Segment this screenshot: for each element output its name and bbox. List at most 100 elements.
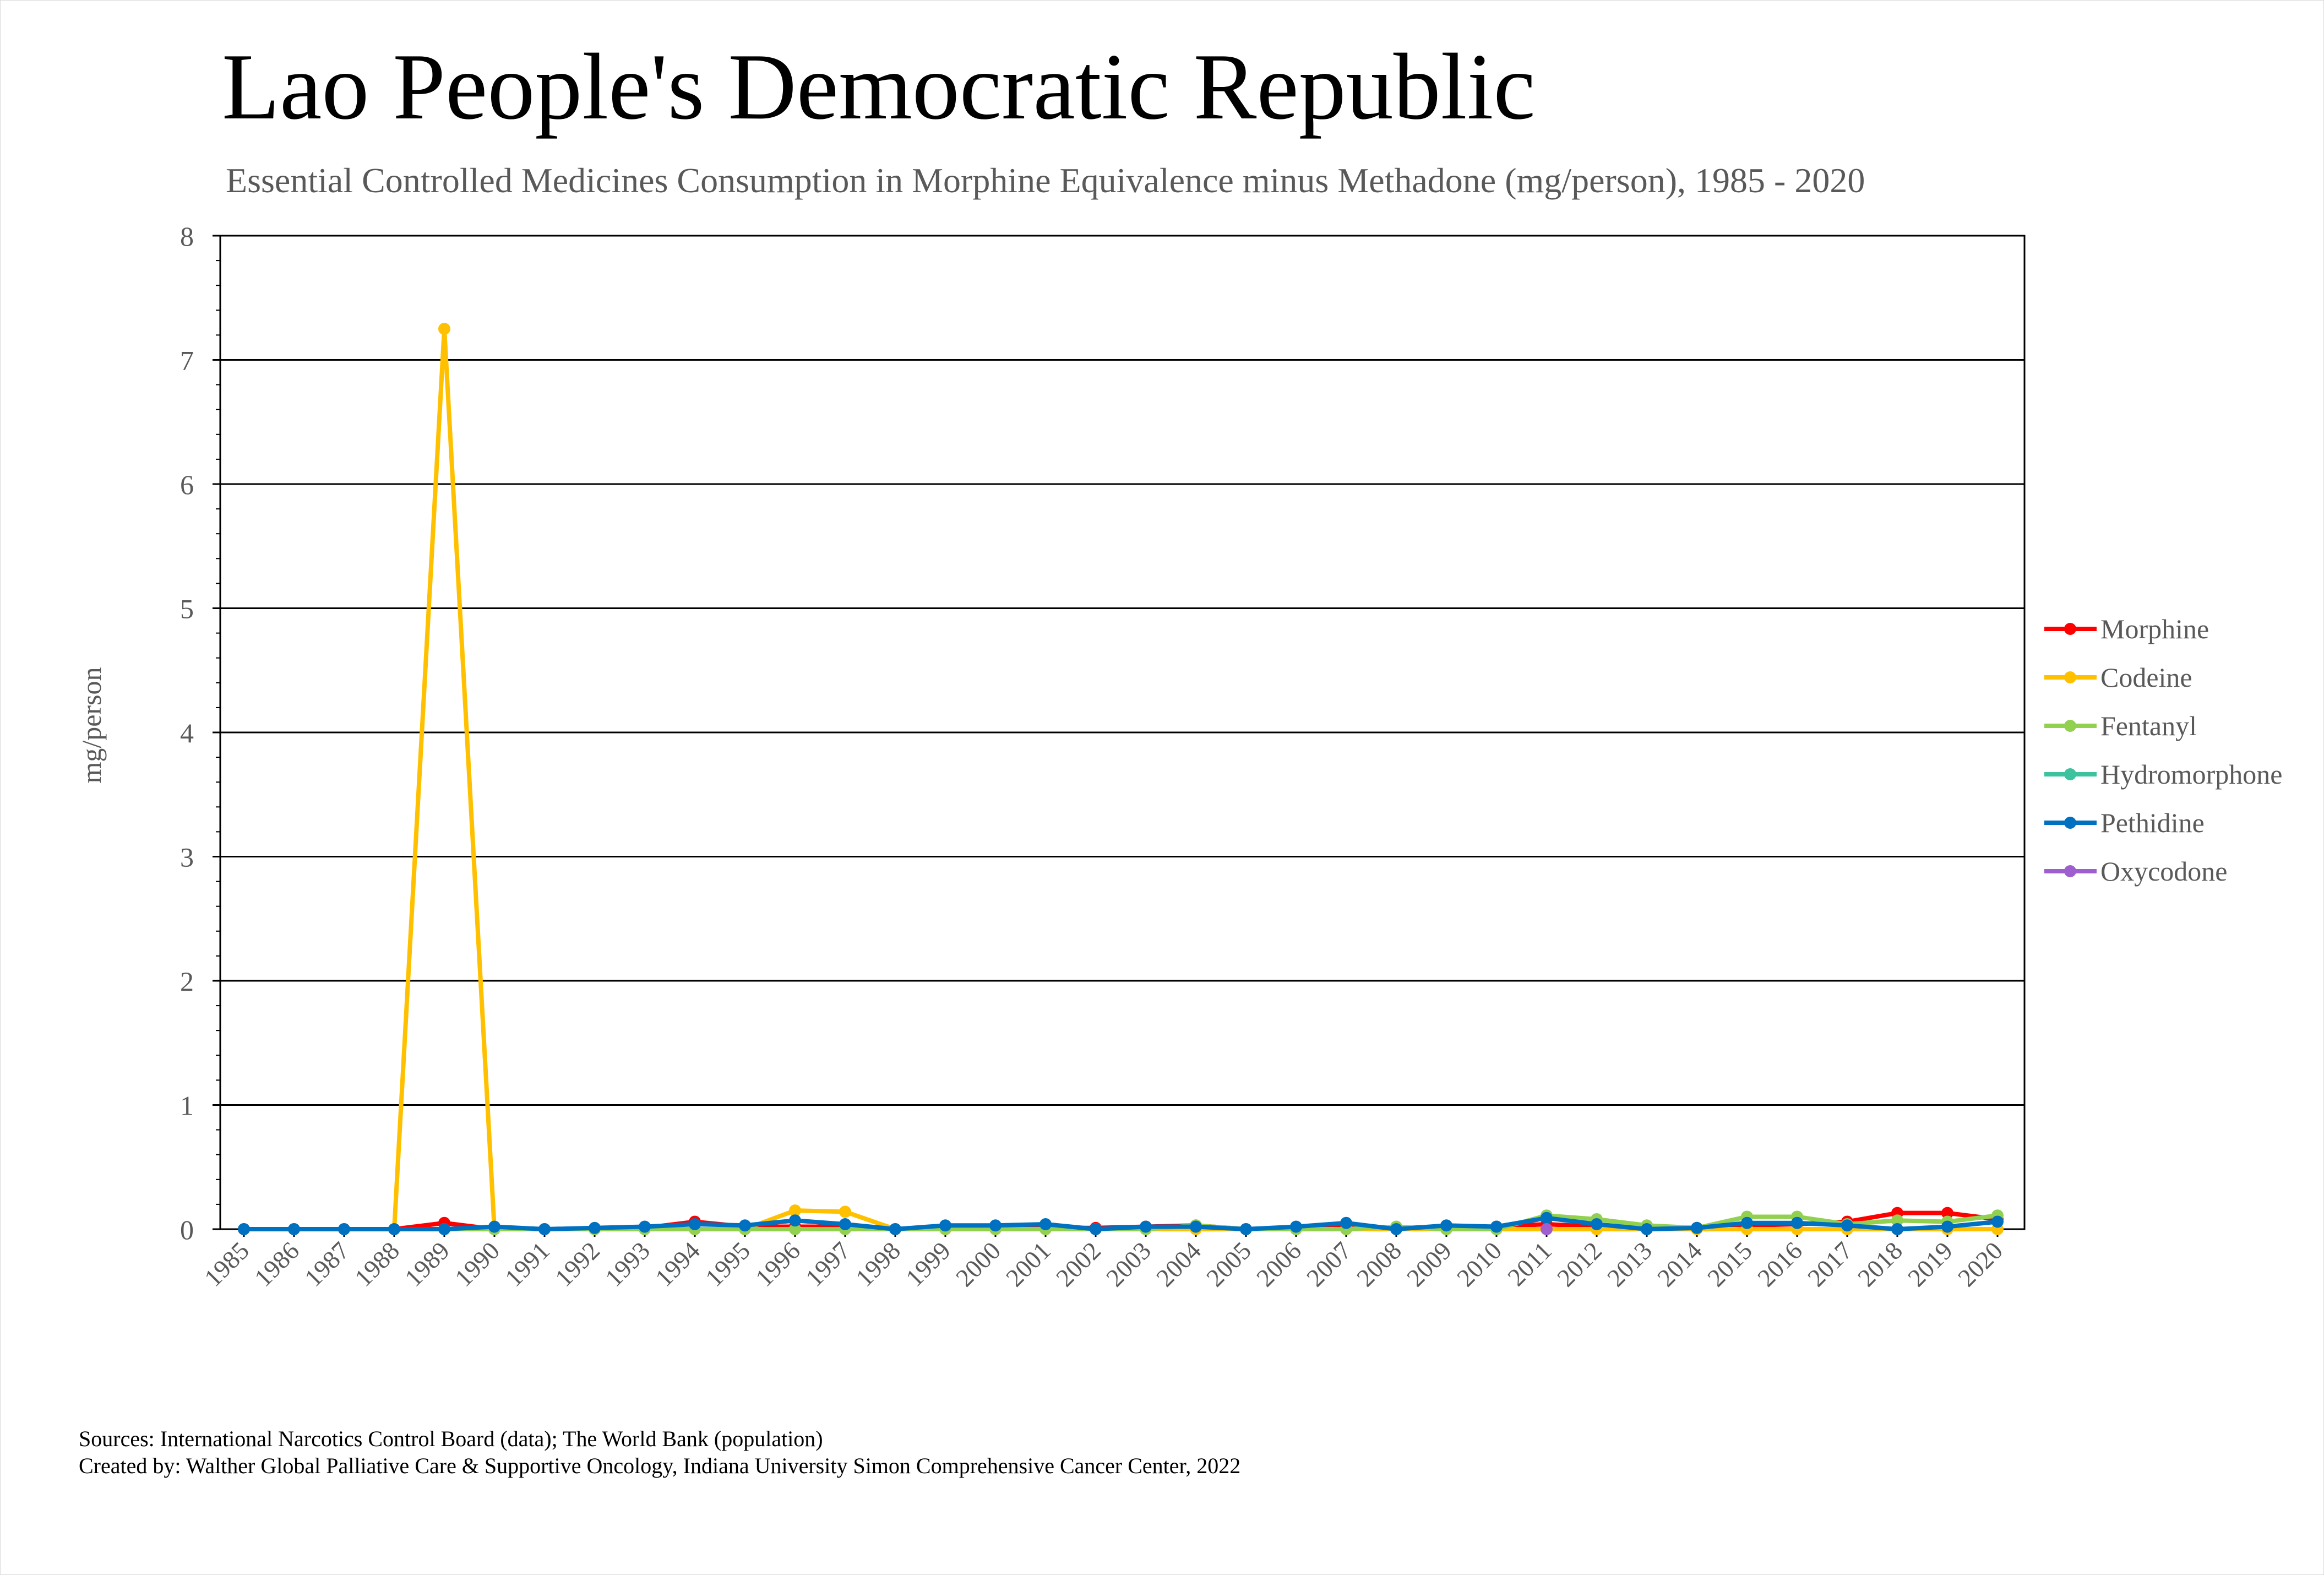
legend-marker [2064,865,2076,877]
legend-label: Pethidine [2100,807,2205,838]
data-point [1791,1216,1803,1229]
x-tick-label: 2002 [1051,1236,1106,1292]
x-tick-label: 2012 [1552,1236,1607,1292]
legend-marker [2064,768,2076,780]
data-point [1841,1219,1853,1232]
data-point [1941,1220,1953,1233]
x-tick-label: 1999 [900,1236,956,1292]
x-tick-label: 2009 [1401,1236,1457,1292]
x-tick-label: 2016 [1752,1236,1808,1292]
data-point [1090,1223,1102,1235]
x-tick-label: 1986 [249,1236,304,1292]
data-point [589,1221,601,1234]
legend: Morphine Codeine Fentanyl Hydromorphone Peth… [2044,613,2283,887]
x-tick-label: 2001 [1000,1236,1056,1292]
series-pethidine [238,1212,2004,1235]
x-tick-label: 1994 [650,1236,705,1292]
x-tick-label: 1993 [600,1236,655,1292]
data-point [1039,1218,1052,1230]
data-point [1741,1216,1753,1229]
x-tick-label: 1991 [499,1236,555,1292]
x-tick-label: 2015 [1702,1236,1757,1292]
x-tick-label: 2007 [1301,1236,1357,1292]
y-tick-label: 4 [180,718,194,748]
chart-title: Lao People's Democratic Republic [222,35,1536,139]
data-point [438,1223,450,1235]
y-tick-label: 5 [180,594,194,624]
x-tick-label: 2010 [1451,1236,1507,1292]
data-point [1340,1216,1352,1229]
x-tick-label: 1985 [199,1236,254,1292]
data-point [789,1214,801,1227]
data-point [739,1219,751,1232]
legend-marker [2064,671,2076,683]
y-axis-ticks: 0 1 2 3 4 5 6 7 8 [180,221,220,1245]
x-tick-label: 1989 [399,1236,455,1292]
data-point [1991,1215,2004,1228]
series-oxycodone [1541,1223,1553,1235]
data-point [889,1223,901,1235]
x-tick-label: 1996 [750,1236,805,1292]
data-point [538,1223,551,1235]
x-tick-label: 2006 [1251,1236,1307,1292]
legend-label: Morphine [2100,613,2209,644]
x-tick-label: 2004 [1151,1236,1206,1292]
x-tick-label: 1992 [549,1236,605,1292]
data-point [1941,1207,1953,1219]
data-point [1541,1212,1553,1224]
y-tick-label: 1 [180,1090,194,1121]
legend-label: Codeine [2100,662,2192,693]
data-point [288,1223,300,1235]
x-tick-label: 2017 [1802,1236,1858,1292]
y-axis-label: mg/person [76,667,107,783]
data-point [1290,1220,1302,1233]
data-point [1641,1223,1653,1235]
x-tick-label: 1990 [449,1236,505,1292]
data-point [1541,1223,1553,1235]
data-point [839,1205,851,1218]
y-tick-label: 6 [180,469,194,500]
data-point [438,323,450,335]
x-tick-label: 1988 [349,1236,405,1292]
data-series [238,323,2004,1235]
data-point [338,1223,350,1235]
data-point [1591,1218,1603,1230]
x-tick-label: 2005 [1201,1236,1256,1292]
legend-label: Fentanyl [2100,710,2197,741]
data-point [789,1204,801,1217]
data-point [939,1219,951,1232]
data-point [689,1218,701,1230]
data-point [1490,1220,1503,1233]
data-point [989,1219,1002,1232]
y-tick-label: 7 [180,345,194,376]
data-point [488,1220,500,1233]
x-tick-label: 2014 [1652,1236,1707,1292]
y-tick-label: 2 [180,966,194,997]
legend-marker [2064,720,2076,732]
data-point [1140,1220,1152,1233]
x-tick-label: 2000 [950,1236,1006,1292]
x-tick-label: 2020 [1952,1236,2008,1292]
legend-marker [2064,623,2076,635]
series-line [392,327,1998,1231]
data-point [1240,1223,1252,1235]
gridlines [220,359,2024,1106]
data-point [639,1220,651,1233]
legend-label: Oxycodone [2100,856,2228,887]
data-point [1891,1223,1903,1235]
x-tick-label: 1987 [299,1236,355,1292]
x-tick-label: 2003 [1101,1236,1156,1292]
y-tick-label: 0 [180,1214,194,1245]
footer-credits: Created by: Walther Global Palliative Ca… [79,1453,1240,1478]
footer-sources: Sources: International Narcotics Control… [79,1426,823,1451]
data-point [1190,1220,1202,1233]
data-point [388,1223,400,1235]
legend-label: Hydromorphone [2100,759,2283,790]
data-point [839,1218,851,1230]
x-tick-label: 2011 [1502,1236,1557,1291]
data-point [1440,1219,1452,1232]
series-codeine [388,323,2004,1235]
data-point [238,1223,250,1235]
